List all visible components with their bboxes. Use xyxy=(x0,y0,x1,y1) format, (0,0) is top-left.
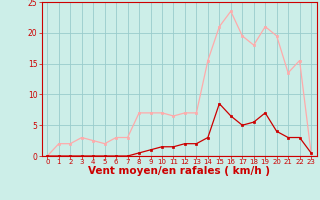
X-axis label: Vent moyen/en rafales ( km/h ): Vent moyen/en rafales ( km/h ) xyxy=(88,166,270,176)
